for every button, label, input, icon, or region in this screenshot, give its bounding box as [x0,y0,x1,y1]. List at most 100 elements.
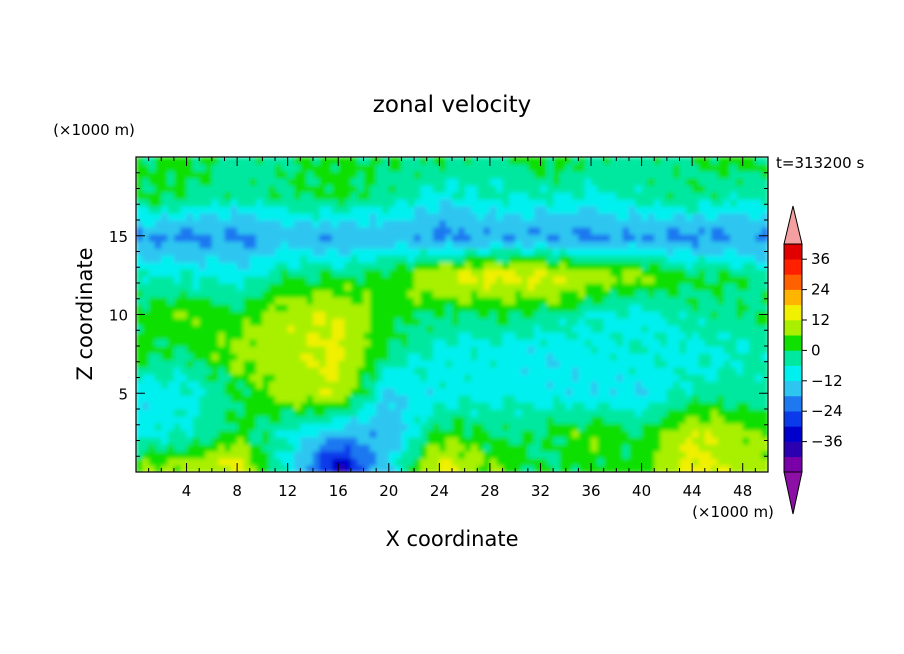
field-cell [508,206,516,214]
field-cell [180,423,188,431]
field-cell [180,241,188,249]
field-cell [243,178,251,186]
field-cell [527,262,535,270]
field-cell [142,388,150,396]
field-cell [199,290,207,298]
field-cell [540,311,548,319]
field-cell [635,199,643,207]
field-cell [186,178,194,186]
field-cell [224,297,232,305]
field-cell [546,423,554,431]
field-cell [262,269,270,277]
field-cell [312,164,320,172]
field-cell [180,234,188,242]
field-cell [275,318,282,326]
field-cell [496,178,504,186]
field-cell [464,297,472,305]
field-cell [521,178,529,186]
field-cell [622,206,630,214]
field-cell [300,367,308,375]
field-cell [603,297,611,305]
field-cell [641,241,649,249]
field-cell [369,458,377,466]
field-cell [458,164,466,172]
field-cell [199,157,207,165]
field-cell [477,402,485,410]
field-cell [578,178,586,186]
field-cell [300,171,308,179]
field-cell [698,206,706,214]
field-cell [679,276,687,284]
field-cell [325,199,333,207]
field-cell [350,332,358,340]
field-cell [749,206,756,214]
field-cell [458,339,466,347]
field-cell [180,339,188,347]
field-cell [736,325,744,333]
field-cell [281,409,289,417]
field-cell [256,276,263,284]
field-cell [420,234,428,242]
field-cell [546,332,554,340]
field-cell [376,297,384,305]
field-cell [192,402,200,410]
field-cell [357,353,365,361]
field-cell [610,283,617,291]
field-cell [192,381,200,389]
field-cell [496,409,504,417]
field-cell [414,255,421,263]
field-cell [205,199,213,207]
field-cell [363,311,371,319]
field-cell [262,213,270,221]
field-cell [483,374,491,382]
field-cell [704,178,712,186]
field-cell [167,248,175,256]
field-cell [723,192,731,200]
field-cell [489,290,497,298]
field-cell [426,444,434,452]
field-cell [521,234,529,242]
field-cell [433,248,440,256]
field-cell [641,192,649,200]
field-cell [243,241,251,249]
field-cell [433,178,440,186]
field-cell [237,374,245,382]
field-cell [331,192,339,200]
field-cell [521,409,529,417]
field-cell [218,192,226,200]
field-cell [641,402,649,410]
field-cell [414,325,421,333]
field-cell [275,353,282,361]
field-cell [698,409,706,417]
field-cell [426,325,434,333]
field-cell [445,437,453,445]
field-cell [357,283,365,291]
field-cell [312,465,320,472]
field-cell [698,276,706,284]
field-cell [464,171,472,179]
field-cell [679,388,687,396]
field-cell [603,199,611,207]
field-cell [312,360,320,368]
x-tick-label: 4 [182,482,192,500]
field-cell [439,381,447,389]
field-cell [540,283,548,291]
field-cell [186,276,194,284]
field-cell [388,199,396,207]
field-cell [755,465,763,472]
field-cell [205,318,213,326]
field-cell [477,444,485,452]
field-cell [515,241,523,249]
field-cell [218,381,226,389]
field-cell [401,255,409,263]
field-cell [452,248,459,256]
field-cell [186,199,194,207]
field-cell [445,171,453,179]
field-cell [723,157,731,165]
field-cell [350,388,358,396]
field-cell [275,157,282,165]
field-cell [192,178,200,186]
field-cell [711,171,719,179]
field-cell [502,164,510,172]
field-cell [199,283,207,291]
